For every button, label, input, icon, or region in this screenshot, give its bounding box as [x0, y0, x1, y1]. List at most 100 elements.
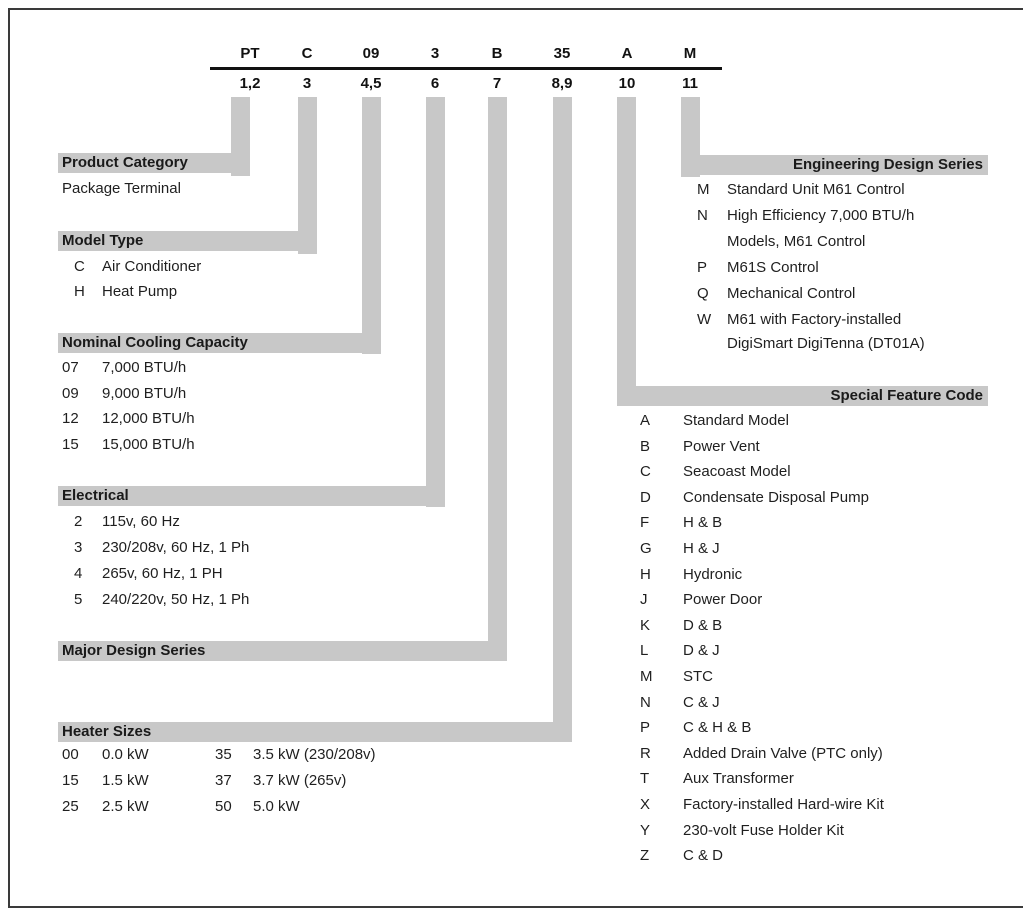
special-feature-label: C & D: [683, 847, 724, 864]
electrical-label: 230/208v, 60 Hz, 1 Ph: [102, 539, 250, 556]
electrical-label: 240/220v, 50 Hz, 1 Ph: [102, 591, 250, 608]
connector-bar-3: [298, 97, 317, 254]
model-type-title: Model Type: [62, 232, 144, 249]
code-digit-6: 3: [430, 45, 440, 62]
major-design-bar: [58, 641, 507, 661]
cooling-code: 12: [62, 410, 79, 427]
product-category-title: Product Category: [62, 154, 188, 171]
heater-code: 35: [215, 746, 232, 763]
product-category-bar: [58, 153, 250, 173]
position-8-9: 8,9: [551, 75, 573, 92]
position-1-2: 1,2: [239, 75, 261, 92]
heater-code: 25: [62, 798, 79, 815]
engineering-label: Models, M61 Control: [727, 233, 866, 250]
code-digit-10: A: [621, 45, 633, 62]
engineering-label: High Efficiency 7,000 BTU/h: [727, 207, 915, 224]
heater-code: 15: [62, 772, 79, 789]
engineering-title: Engineering Design Series: [792, 156, 983, 173]
engineering-label: Mechanical Control: [727, 285, 856, 302]
special-feature-code: F: [640, 514, 650, 531]
heater-sizes-title: Heater Sizes: [62, 723, 152, 740]
code-underline: [210, 67, 722, 70]
electrical-code: 4: [74, 565, 83, 582]
cooling-label: 9,000 BTU/h: [102, 385, 187, 402]
cooling-label: 15,000 BTU/h: [102, 436, 195, 453]
cooling-label: 7,000 BTU/h: [102, 359, 187, 376]
nominal-cooling-bar: [58, 333, 381, 353]
engineering-code: W: [697, 311, 712, 328]
heater-label: 1.5 kW: [102, 772, 149, 789]
special-feature-label: Seacoast Model: [683, 463, 791, 480]
special-feature-label: Power Vent: [683, 438, 760, 455]
special-feature-code: N: [640, 694, 651, 711]
special-feature-code: P: [640, 719, 651, 736]
special-feature-code: C: [640, 463, 651, 480]
connector-bar-4-5: [362, 97, 381, 354]
engineering-label: Standard Unit M61 Control: [727, 181, 905, 198]
code-digit-7: B: [491, 45, 503, 62]
connector-bar-6: [426, 97, 445, 507]
model-type-label: Heat Pump: [102, 283, 178, 300]
connector-bar-7: [488, 97, 507, 661]
electrical-bar: [58, 486, 445, 506]
heater-code: 00: [62, 746, 79, 763]
code-digit-8-9: 35: [553, 45, 571, 62]
model-type-code: C: [74, 258, 85, 275]
heater-sizes-bar: [58, 722, 572, 742]
electrical-label: 265v, 60 Hz, 1 PH: [102, 565, 223, 582]
special-feature-label: D & B: [683, 617, 723, 634]
heater-label: 0.0 kW: [102, 746, 149, 763]
heater-label: 3.7 kW (265v): [253, 772, 347, 789]
product-category-value: Package Terminal: [62, 180, 181, 197]
cooling-code: 15: [62, 436, 79, 453]
special-feature-label: Standard Model: [683, 412, 789, 429]
position-10: 10: [618, 75, 636, 92]
diagram-frame: [8, 8, 1023, 908]
special-feature-code: A: [640, 412, 651, 429]
electrical-label: 115v, 60 Hz: [102, 513, 180, 530]
special-feature-code: B: [640, 438, 651, 455]
special-feature-label: D & J: [683, 642, 720, 659]
position-3: 3: [302, 75, 312, 92]
special-feature-code: H: [640, 566, 651, 583]
major-design-title: Major Design Series: [62, 642, 206, 659]
electrical-code: 3: [74, 539, 83, 556]
special-feature-code: L: [640, 642, 649, 659]
special-feature-label: STC: [683, 668, 713, 685]
special-feature-code: X: [640, 796, 651, 813]
model-type-code: H: [74, 283, 85, 300]
special-feature-label: C & J: [683, 694, 720, 711]
engineering-code: M: [697, 181, 710, 198]
special-feature-label: C & H & B: [683, 719, 752, 736]
heater-label: 5.0 kW: [253, 798, 300, 815]
special-feature-label: Power Door: [683, 591, 763, 608]
special-feature-label: Factory-installed Hard-wire Kit: [683, 796, 884, 813]
model-type-bar: [58, 231, 317, 251]
heater-label: 2.5 kW: [102, 798, 149, 815]
engineering-label: M61 with Factory-installed: [727, 311, 902, 328]
special-feature-label: 230-volt Fuse Holder Kit: [683, 822, 844, 839]
electrical-title: Electrical: [62, 487, 129, 504]
heater-label: 3.5 kW (230/208v): [253, 746, 376, 763]
special-feature-label: Hydronic: [683, 566, 743, 583]
special-feature-label: Added Drain Valve (PTC only): [683, 745, 883, 762]
special-feature-code: D: [640, 489, 651, 506]
engineering-code: Q: [697, 285, 709, 302]
special-feature-code: J: [640, 591, 648, 608]
position-11: 11: [682, 75, 698, 92]
nominal-cooling-title: Nominal Cooling Capacity: [62, 334, 248, 351]
special-feature-code: G: [640, 540, 652, 557]
position-4-5: 4,5: [360, 75, 382, 92]
special-feature-code: M: [640, 668, 653, 685]
engineering-bar: [681, 155, 988, 175]
engineering-code: P: [697, 259, 708, 276]
code-digit-3: C: [301, 45, 313, 62]
special-feature-code: R: [640, 745, 651, 762]
special-feature-code: Z: [640, 847, 650, 864]
cooling-code: 07: [62, 359, 79, 376]
engineering-code: N: [697, 207, 708, 224]
special-feature-code: T: [640, 770, 650, 787]
code-digit-4-5: 09: [362, 45, 380, 62]
electrical-code: 5: [74, 591, 83, 608]
engineering-label: M61S Control: [727, 259, 819, 276]
